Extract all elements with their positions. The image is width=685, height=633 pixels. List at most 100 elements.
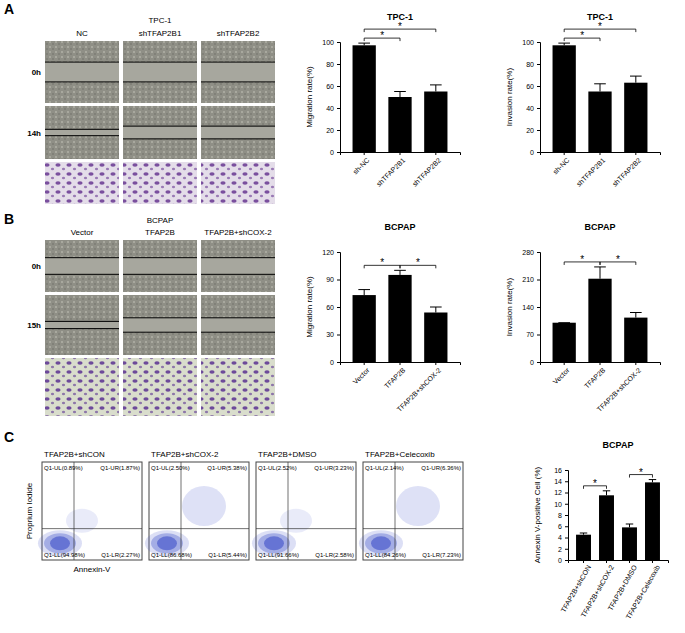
error-cap — [430, 307, 442, 308]
tick-mark — [537, 362, 540, 363]
error-cap — [630, 312, 642, 313]
error-cap — [430, 84, 442, 85]
error-line — [635, 313, 636, 318]
tick-label: 0 — [330, 149, 334, 156]
quadrant-label: Q1-LL(86.68%) — [151, 552, 192, 558]
error-bar — [580, 533, 587, 535]
axis-line — [569, 561, 669, 564]
wound-image — [201, 41, 275, 103]
quadrant-label: Q1-LL(94.98%) — [44, 552, 85, 558]
error-line — [629, 524, 630, 527]
tick-mark — [565, 470, 568, 471]
y-tick: 80 — [526, 61, 540, 68]
error-cap — [358, 43, 370, 44]
y-tick: 14 — [554, 478, 568, 485]
wound-edge — [45, 135, 119, 136]
cell-cloud — [66, 509, 98, 533]
tick-mark — [565, 481, 568, 482]
axis-line — [541, 153, 661, 156]
x-axis: sh-NCshTFAP2B1shTFAP2B2 — [341, 152, 461, 188]
y-tick: 6 — [558, 523, 568, 530]
tick-mark — [564, 362, 565, 365]
wound-edge — [123, 138, 197, 139]
y-tick: 40 — [326, 105, 340, 112]
y-axis: 070140210280 — [522, 249, 540, 366]
y-axis: 0306090120 — [322, 249, 340, 366]
wound-image — [123, 295, 197, 355]
quadrant-gate — [256, 528, 356, 529]
tick-mark — [364, 362, 365, 365]
tick-label: 0 — [530, 359, 534, 366]
y-tick: 80 — [326, 61, 340, 68]
tick-mark — [652, 560, 653, 563]
error-bar — [558, 322, 570, 323]
quadrant-gate — [395, 462, 396, 560]
y-tick: 140 — [522, 304, 540, 311]
error-bar — [394, 270, 406, 275]
x-tick: TFAP2B — [383, 362, 407, 390]
quadrant-label: Q1-LR(2.58%) — [315, 552, 354, 558]
tick-mark — [537, 130, 540, 131]
tick-label: TFAP2B — [583, 366, 607, 390]
wound-gap — [201, 318, 275, 332]
tick-mark — [565, 515, 568, 516]
y-axis-title: Annexin V-positive Cell (%) — [533, 466, 542, 563]
tick-label: 12 — [554, 489, 562, 496]
quadrant-gate — [149, 528, 249, 529]
y-tick: 2 — [558, 545, 568, 552]
flow-title: TFAP2B+DMSO — [258, 450, 316, 459]
transwell-image — [201, 358, 275, 416]
tick-mark — [337, 152, 340, 153]
panel-header: BCPAP — [147, 216, 174, 225]
x-tick: Vector — [352, 362, 371, 385]
tick-label: shTFAP2B1 — [375, 156, 406, 187]
bar — [424, 313, 447, 363]
plot-area — [553, 267, 648, 362]
error-cap — [558, 322, 570, 323]
wound-edge — [45, 81, 119, 82]
x-tick: TFAP2B — [583, 362, 607, 390]
tick-mark — [565, 549, 568, 550]
quadrant-label: Q1-UR(1.87%) — [100, 465, 140, 471]
axis-line — [337, 253, 341, 363]
significance-mark: * — [598, 21, 602, 32]
tick-label: 210 — [522, 276, 534, 283]
error-cap — [626, 524, 633, 525]
bar — [588, 92, 611, 153]
error-bar — [649, 480, 656, 483]
wound-gap — [201, 126, 275, 139]
bar-chart: 020406080100sh-NCshTFAP2B1shTFAP2B2Migra… — [305, 12, 461, 188]
tick-label: TFAP2B — [383, 366, 407, 390]
bar — [622, 527, 637, 560]
plot-area — [353, 43, 448, 152]
bar — [553, 323, 576, 362]
y-tick: 100 — [522, 39, 540, 46]
x-tick: sh-NC — [552, 152, 571, 175]
tick-mark — [364, 152, 365, 155]
error-cap — [558, 43, 570, 44]
error-line — [635, 76, 636, 83]
quadrant-label: Q1-UL(2.50%) — [151, 465, 190, 471]
bar — [599, 495, 614, 560]
quadrant-label: Q1-UR(5.38%) — [207, 465, 247, 471]
significance-mark: * — [380, 257, 384, 268]
tick-label: Vector — [552, 366, 571, 385]
y-tick: 0 — [330, 359, 340, 366]
tick-mark — [435, 362, 436, 365]
error-cap — [394, 270, 406, 271]
tick-mark — [537, 280, 540, 281]
tick-label: 6 — [558, 523, 562, 530]
wound-gap — [123, 62, 197, 82]
error-cap — [594, 83, 606, 84]
y-tick: 70 — [526, 331, 540, 338]
significance-mark: * — [416, 257, 420, 268]
tick-mark — [537, 64, 540, 65]
tick-label: 14 — [554, 478, 562, 485]
wound-edge — [201, 257, 275, 258]
y-tick: 4 — [558, 534, 568, 541]
y-axis-title: Invasion rate(%) — [505, 68, 514, 127]
error-line — [435, 85, 436, 92]
wound-gap — [123, 126, 197, 139]
tick-label: shTFAP2B1 — [575, 156, 606, 187]
row-label: 14h — [27, 129, 41, 138]
